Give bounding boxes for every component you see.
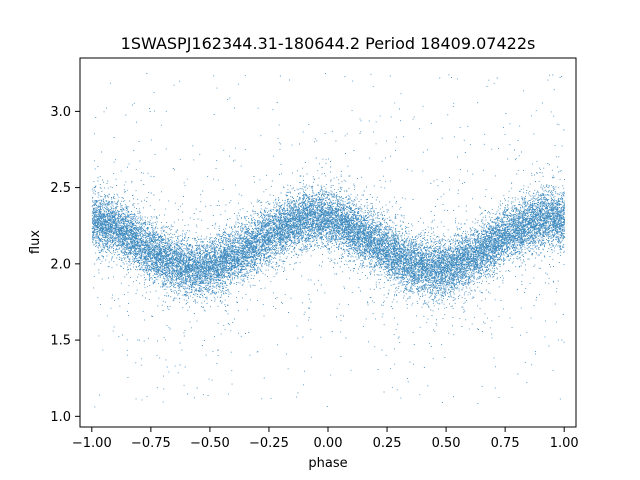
x-tick-label: −0.50 (190, 436, 230, 451)
x-tick-label: 0.25 (373, 436, 402, 451)
x-tick-label: 0.00 (314, 436, 343, 451)
chart-title: 1SWASPJ162344.31-180644.2 Period 18409.0… (121, 34, 536, 53)
x-tick-label: 0.50 (432, 436, 461, 451)
y-tick-label: 2.5 (50, 181, 71, 196)
y-tick-label: 1.5 (50, 334, 71, 349)
y-tick-label: 2.0 (50, 257, 71, 272)
x-axis-label: phase (308, 456, 347, 471)
x-tick-label: −0.25 (249, 436, 289, 451)
x-tick-label: 1.00 (550, 436, 579, 451)
x-axis-ticks: −1.00 −0.75 −0.50 −0.25 0.00 0.25 0.50 0.75 1.00 (72, 427, 579, 451)
x-tick-label: 0.75 (491, 436, 520, 451)
scatter-points (91, 73, 566, 408)
y-tick-label: 3.0 (50, 105, 71, 120)
x-tick-label: −1.00 (72, 436, 112, 451)
data-points (91, 73, 566, 408)
y-axis-ticks: 1.0 1.5 2.0 2.5 3.0 (50, 105, 80, 425)
x-tick-label: −0.75 (131, 436, 171, 451)
y-axis-label: flux (28, 230, 43, 254)
y-tick-label: 1.0 (50, 410, 71, 425)
